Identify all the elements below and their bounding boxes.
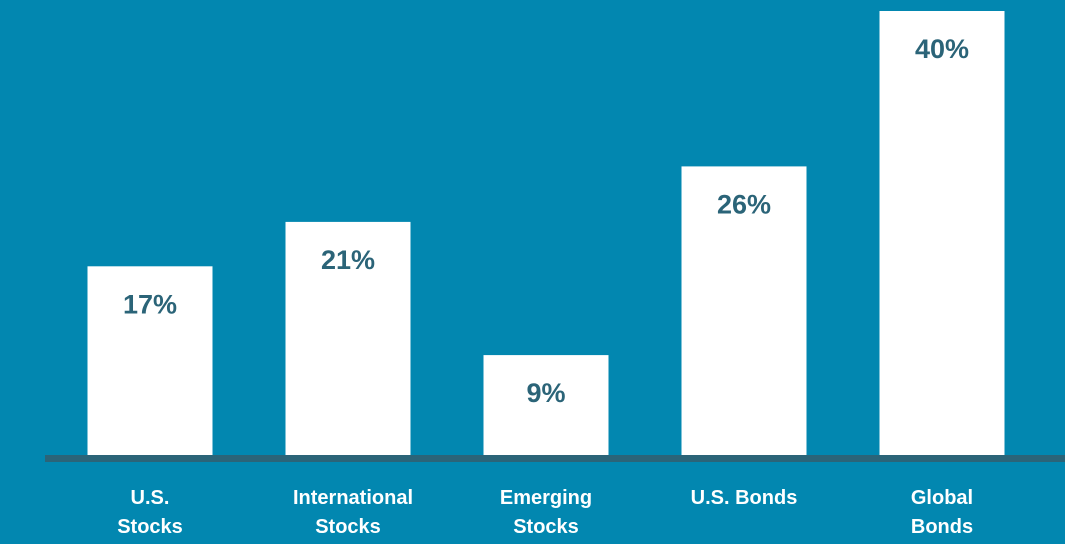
category-label: Emerging Stocks — [499, 487, 593, 538]
value-label: 26% — [717, 190, 771, 220]
value-label: 21% — [321, 245, 375, 275]
value-label: 17% — [123, 289, 177, 319]
category-label: International Stocks — [293, 487, 414, 538]
category-label: Global Bonds — [910, 487, 974, 538]
bar — [87, 266, 213, 455]
category-label: U.S. Bonds — [690, 487, 798, 509]
baseline — [45, 455, 1065, 462]
bar — [285, 221, 411, 455]
bar — [483, 355, 609, 455]
value-label: 40% — [915, 34, 969, 64]
bar — [879, 11, 1005, 455]
bar — [681, 166, 807, 455]
value-label: 9% — [526, 378, 565, 408]
category-label: U.S. Stocks — [117, 487, 183, 538]
